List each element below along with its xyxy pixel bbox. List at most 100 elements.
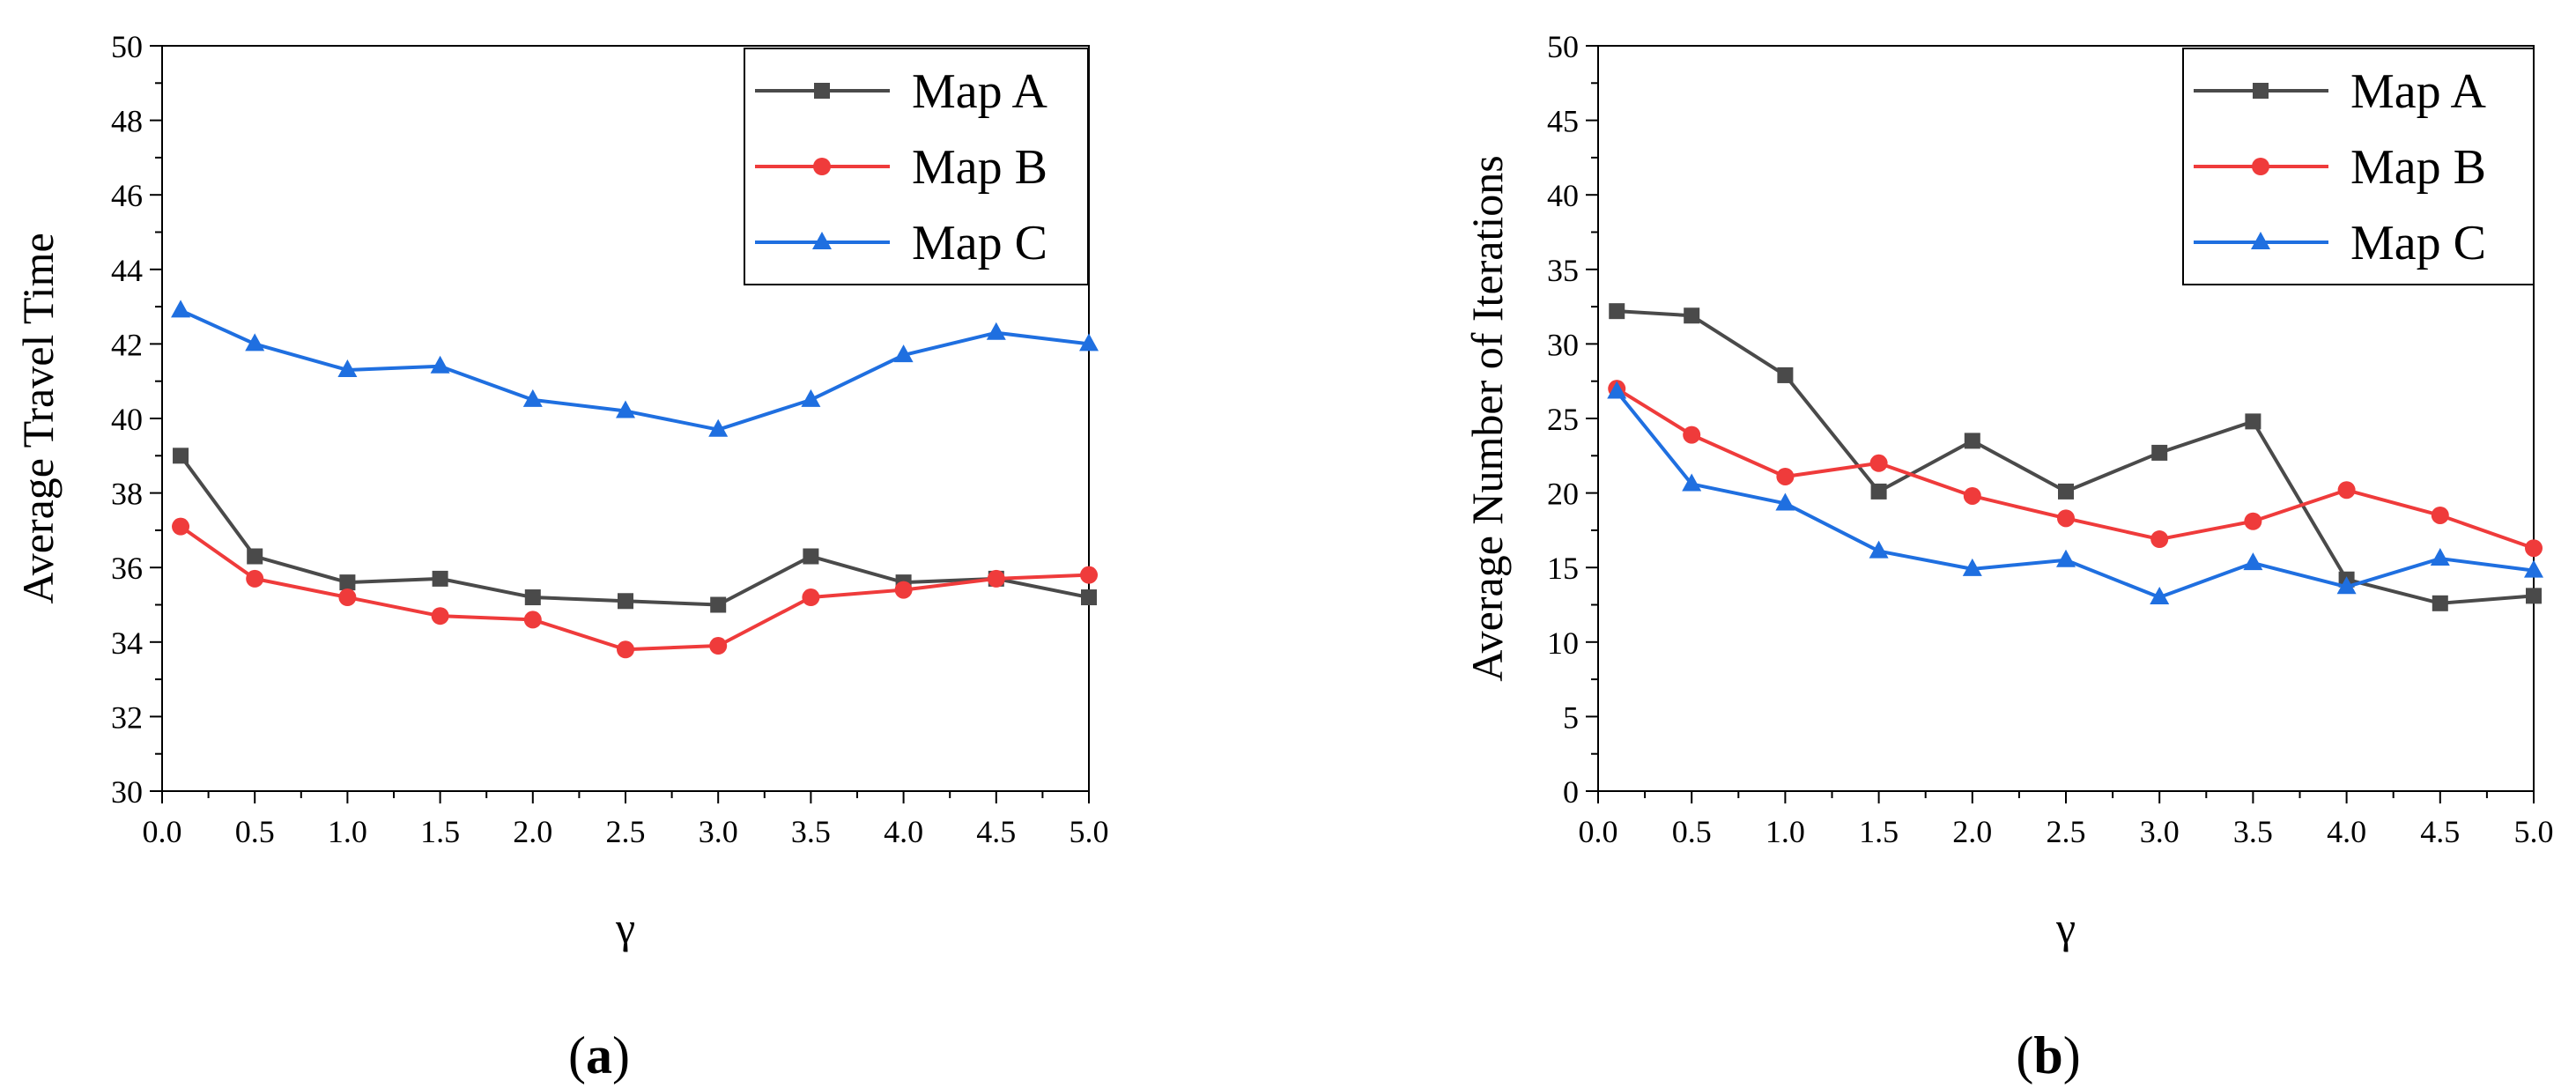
x-tick-label: 1.5 <box>1859 814 1899 849</box>
map-c-point <box>893 344 914 363</box>
map-a-point <box>803 548 819 565</box>
map-c-point <box>2336 576 2357 595</box>
map-b-point <box>1080 566 1098 584</box>
x-tick-label: 5.0 <box>1070 814 1109 849</box>
legend-map-c-label: Map C <box>912 216 1047 270</box>
x-tick-label: 1.0 <box>1765 814 1805 849</box>
legend-map-c-marker <box>2251 232 2270 249</box>
map-c-point <box>1682 473 1702 492</box>
map-c-point <box>1962 558 1982 576</box>
map-a-point <box>2151 444 2168 461</box>
y-axis-title: Average Number of Iterations <box>1462 155 1512 681</box>
map-a-point <box>1609 303 1625 320</box>
x-tick-label: 2.0 <box>513 814 552 849</box>
map-c-point <box>1607 381 1627 399</box>
map-c-point <box>2430 548 2450 566</box>
panel-a-chart: 0.0 0.5 1.0 1.5 2.0 2.5 3.0 3.5 4.0 4.5 5.0 30 32 34 3… <box>13 29 1109 1084</box>
y-tick-label: 30 <box>1547 327 1579 362</box>
map-b-point <box>709 637 728 655</box>
map-c-point <box>2243 552 2263 571</box>
y-tick-label: 42 <box>111 327 143 362</box>
y-tick-label: 30 <box>111 774 143 810</box>
map-a-point <box>2058 483 2074 500</box>
x-tick-label: 4.0 <box>2327 814 2366 849</box>
map-b-point <box>2525 539 2543 558</box>
map-c-line <box>1615 390 2535 600</box>
x-tick-label: 4.0 <box>884 814 923 849</box>
y-tick-label: 34 <box>111 625 143 661</box>
map-a-point <box>247 548 263 565</box>
map-c-point <box>337 359 358 378</box>
map-c-point <box>245 333 265 352</box>
map-c-point <box>2056 549 2076 567</box>
map-c-point <box>1079 333 1099 352</box>
map-a-point <box>1870 483 1887 500</box>
legend-map-b-marker <box>2252 158 2269 175</box>
map-b-point <box>2244 512 2262 530</box>
map-a-point <box>2245 413 2261 430</box>
map-c-point <box>1869 540 1889 559</box>
y-tick-label: 46 <box>111 178 143 213</box>
map-a-point <box>432 570 448 587</box>
map-a-line <box>1617 309 2535 605</box>
map-b-point <box>431 607 449 625</box>
caption-label: a <box>586 1026 612 1084</box>
caption-close-paren: ) <box>2063 1026 2081 1084</box>
map-c-point <box>171 300 191 318</box>
legend-map-c-marker <box>812 232 832 249</box>
map-a-point <box>1684 307 1700 324</box>
map-c-point <box>986 322 1006 340</box>
map-b-point <box>1869 454 1888 472</box>
y-tick-label: 36 <box>111 551 143 586</box>
map-b-point <box>246 569 264 588</box>
map-a-point <box>2432 595 2448 611</box>
y-tick-label: 48 <box>111 104 143 139</box>
map-b-point <box>1776 467 1795 485</box>
y-axis-title: Average Travel Time <box>13 233 63 603</box>
y-tick-label: 0 <box>1563 774 1579 810</box>
y-tick-label: 38 <box>111 477 143 512</box>
y-tick-label: 40 <box>111 402 143 437</box>
map-a-point <box>339 574 356 591</box>
y-tick-label: 44 <box>111 253 143 288</box>
panel-caption: (a) <box>568 1026 630 1084</box>
x-axis-title: γ <box>615 903 635 952</box>
map-c-point <box>1775 492 1795 511</box>
legend-map-c-label: Map C <box>2350 216 2486 270</box>
map-c-point <box>616 400 635 418</box>
y-tick-label: 5 <box>1563 699 1579 735</box>
map-b-point <box>172 517 190 536</box>
x-tick-label: 0.5 <box>235 814 275 849</box>
y-tick-label: 35 <box>1547 253 1579 288</box>
map-b-point <box>523 611 542 629</box>
map-b-point <box>894 581 913 599</box>
x-tick-label: 2.5 <box>606 814 646 849</box>
map-b-line <box>179 525 1090 652</box>
map-a-point <box>1081 589 1097 606</box>
map-b-point <box>987 569 1005 588</box>
legend-map-b-label: Map B <box>2350 140 2486 195</box>
x-tick-label: 1.0 <box>328 814 367 849</box>
x-tick-label: 3.0 <box>699 814 738 849</box>
panel-b-chart: 0.0 0.5 1.0 1.5 2.0 2.5 3.0 3.5 4.0 4.5 5.0 0 5 10 15 2… <box>1462 29 2554 1084</box>
map-a-point <box>710 596 727 613</box>
caption-close-paren: ) <box>612 1026 630 1084</box>
y-tick-label: 50 <box>111 29 143 64</box>
caption-open-paren: ( <box>568 1026 586 1084</box>
map-b-point <box>617 640 634 659</box>
map-a-point <box>2526 588 2542 604</box>
x-tick-label: 2.5 <box>2047 814 2086 849</box>
x-tick-label: 0.0 <box>1579 814 1618 849</box>
map-b-point <box>2431 506 2449 524</box>
y-tick-label: 20 <box>1547 477 1579 512</box>
map-c-point <box>801 389 821 407</box>
map-b-point <box>2337 481 2356 500</box>
map-b-point <box>338 588 357 607</box>
x-tick-label: 4.5 <box>976 814 1016 849</box>
x-tick-label: 5.0 <box>2514 814 2554 849</box>
map-c-point <box>2150 587 2170 605</box>
map-c-point <box>708 418 729 437</box>
map-b-point <box>802 588 820 607</box>
legend-map-a-label: Map A <box>912 64 1048 119</box>
